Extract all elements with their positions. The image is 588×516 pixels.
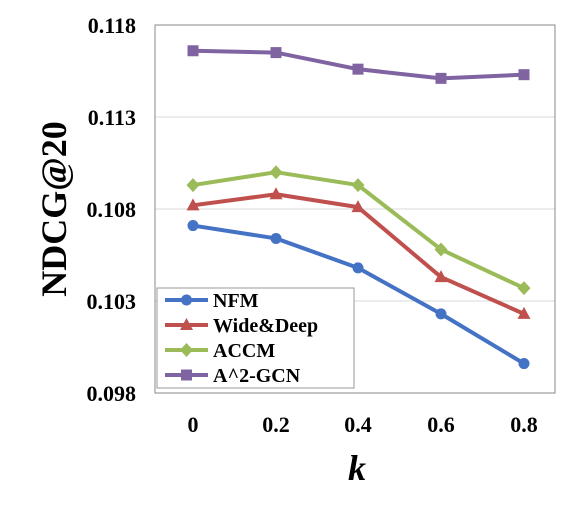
- data-point-nfm: [187, 220, 199, 232]
- x-tick-label: 0.8: [510, 412, 538, 437]
- legend-marker-accm: [180, 343, 193, 357]
- legend-marker-a-2-gcn: [181, 369, 192, 381]
- y-tick-label: 0.108: [87, 197, 137, 222]
- x-tick-label: 0.2: [262, 412, 290, 437]
- x-tick-label: 0.4: [344, 412, 372, 437]
- y-tick-label: 0.098: [87, 381, 137, 406]
- y-tick-label: 0.103: [87, 289, 137, 314]
- y-tick-labels: 0.098 0.103 0.108 0.113 0.118: [87, 13, 137, 406]
- data-point-wide-deep: [186, 198, 200, 211]
- data-point-wide-deep: [269, 187, 283, 200]
- series-group: [186, 45, 531, 370]
- data-point-a-2-gcn: [518, 69, 530, 81]
- data-point-a-2-gcn: [352, 63, 364, 75]
- legend-label-nfm: NFM: [213, 290, 259, 312]
- x-axis-title: k: [348, 448, 366, 488]
- x-tick-label: 0.6: [427, 412, 455, 437]
- data-point-accm: [269, 165, 283, 180]
- data-point-accm: [351, 178, 365, 193]
- legend-label-a-2-gcn: A^2-GCN: [213, 365, 301, 387]
- data-point-a-2-gcn: [435, 72, 447, 84]
- y-tick-label: 0.113: [88, 105, 136, 130]
- x-tick-label: 0: [188, 412, 199, 437]
- x-tick-labels: 0 0.2 0.4 0.6 0.8: [188, 412, 538, 437]
- data-point-nfm: [435, 308, 447, 320]
- data-point-a-2-gcn: [187, 45, 199, 57]
- data-point-a-2-gcn: [270, 47, 282, 59]
- data-point-nfm: [270, 232, 282, 244]
- data-point-nfm: [518, 358, 530, 370]
- legend: NFM Wide&Deep ACCM A^2-GCN: [156, 287, 355, 389]
- legend-label-wide-deep: Wide&Deep: [213, 315, 318, 337]
- data-point-wide-deep: [517, 306, 531, 319]
- data-point-accm: [434, 242, 448, 257]
- legend-marker-nfm: [181, 294, 192, 306]
- data-point-nfm: [352, 262, 364, 274]
- legend-label-accm: ACCM: [213, 340, 275, 362]
- legend-marker-wide-deep: [180, 318, 193, 330]
- data-point-accm: [186, 178, 200, 193]
- data-point-accm: [517, 281, 531, 296]
- y-tick-label: 0.118: [88, 13, 136, 38]
- y-axis-title: NDCG@20: [34, 121, 74, 296]
- data-point-wide-deep: [434, 270, 448, 283]
- plot-area-border: [154, 24, 556, 394]
- data-point-wide-deep: [351, 200, 365, 213]
